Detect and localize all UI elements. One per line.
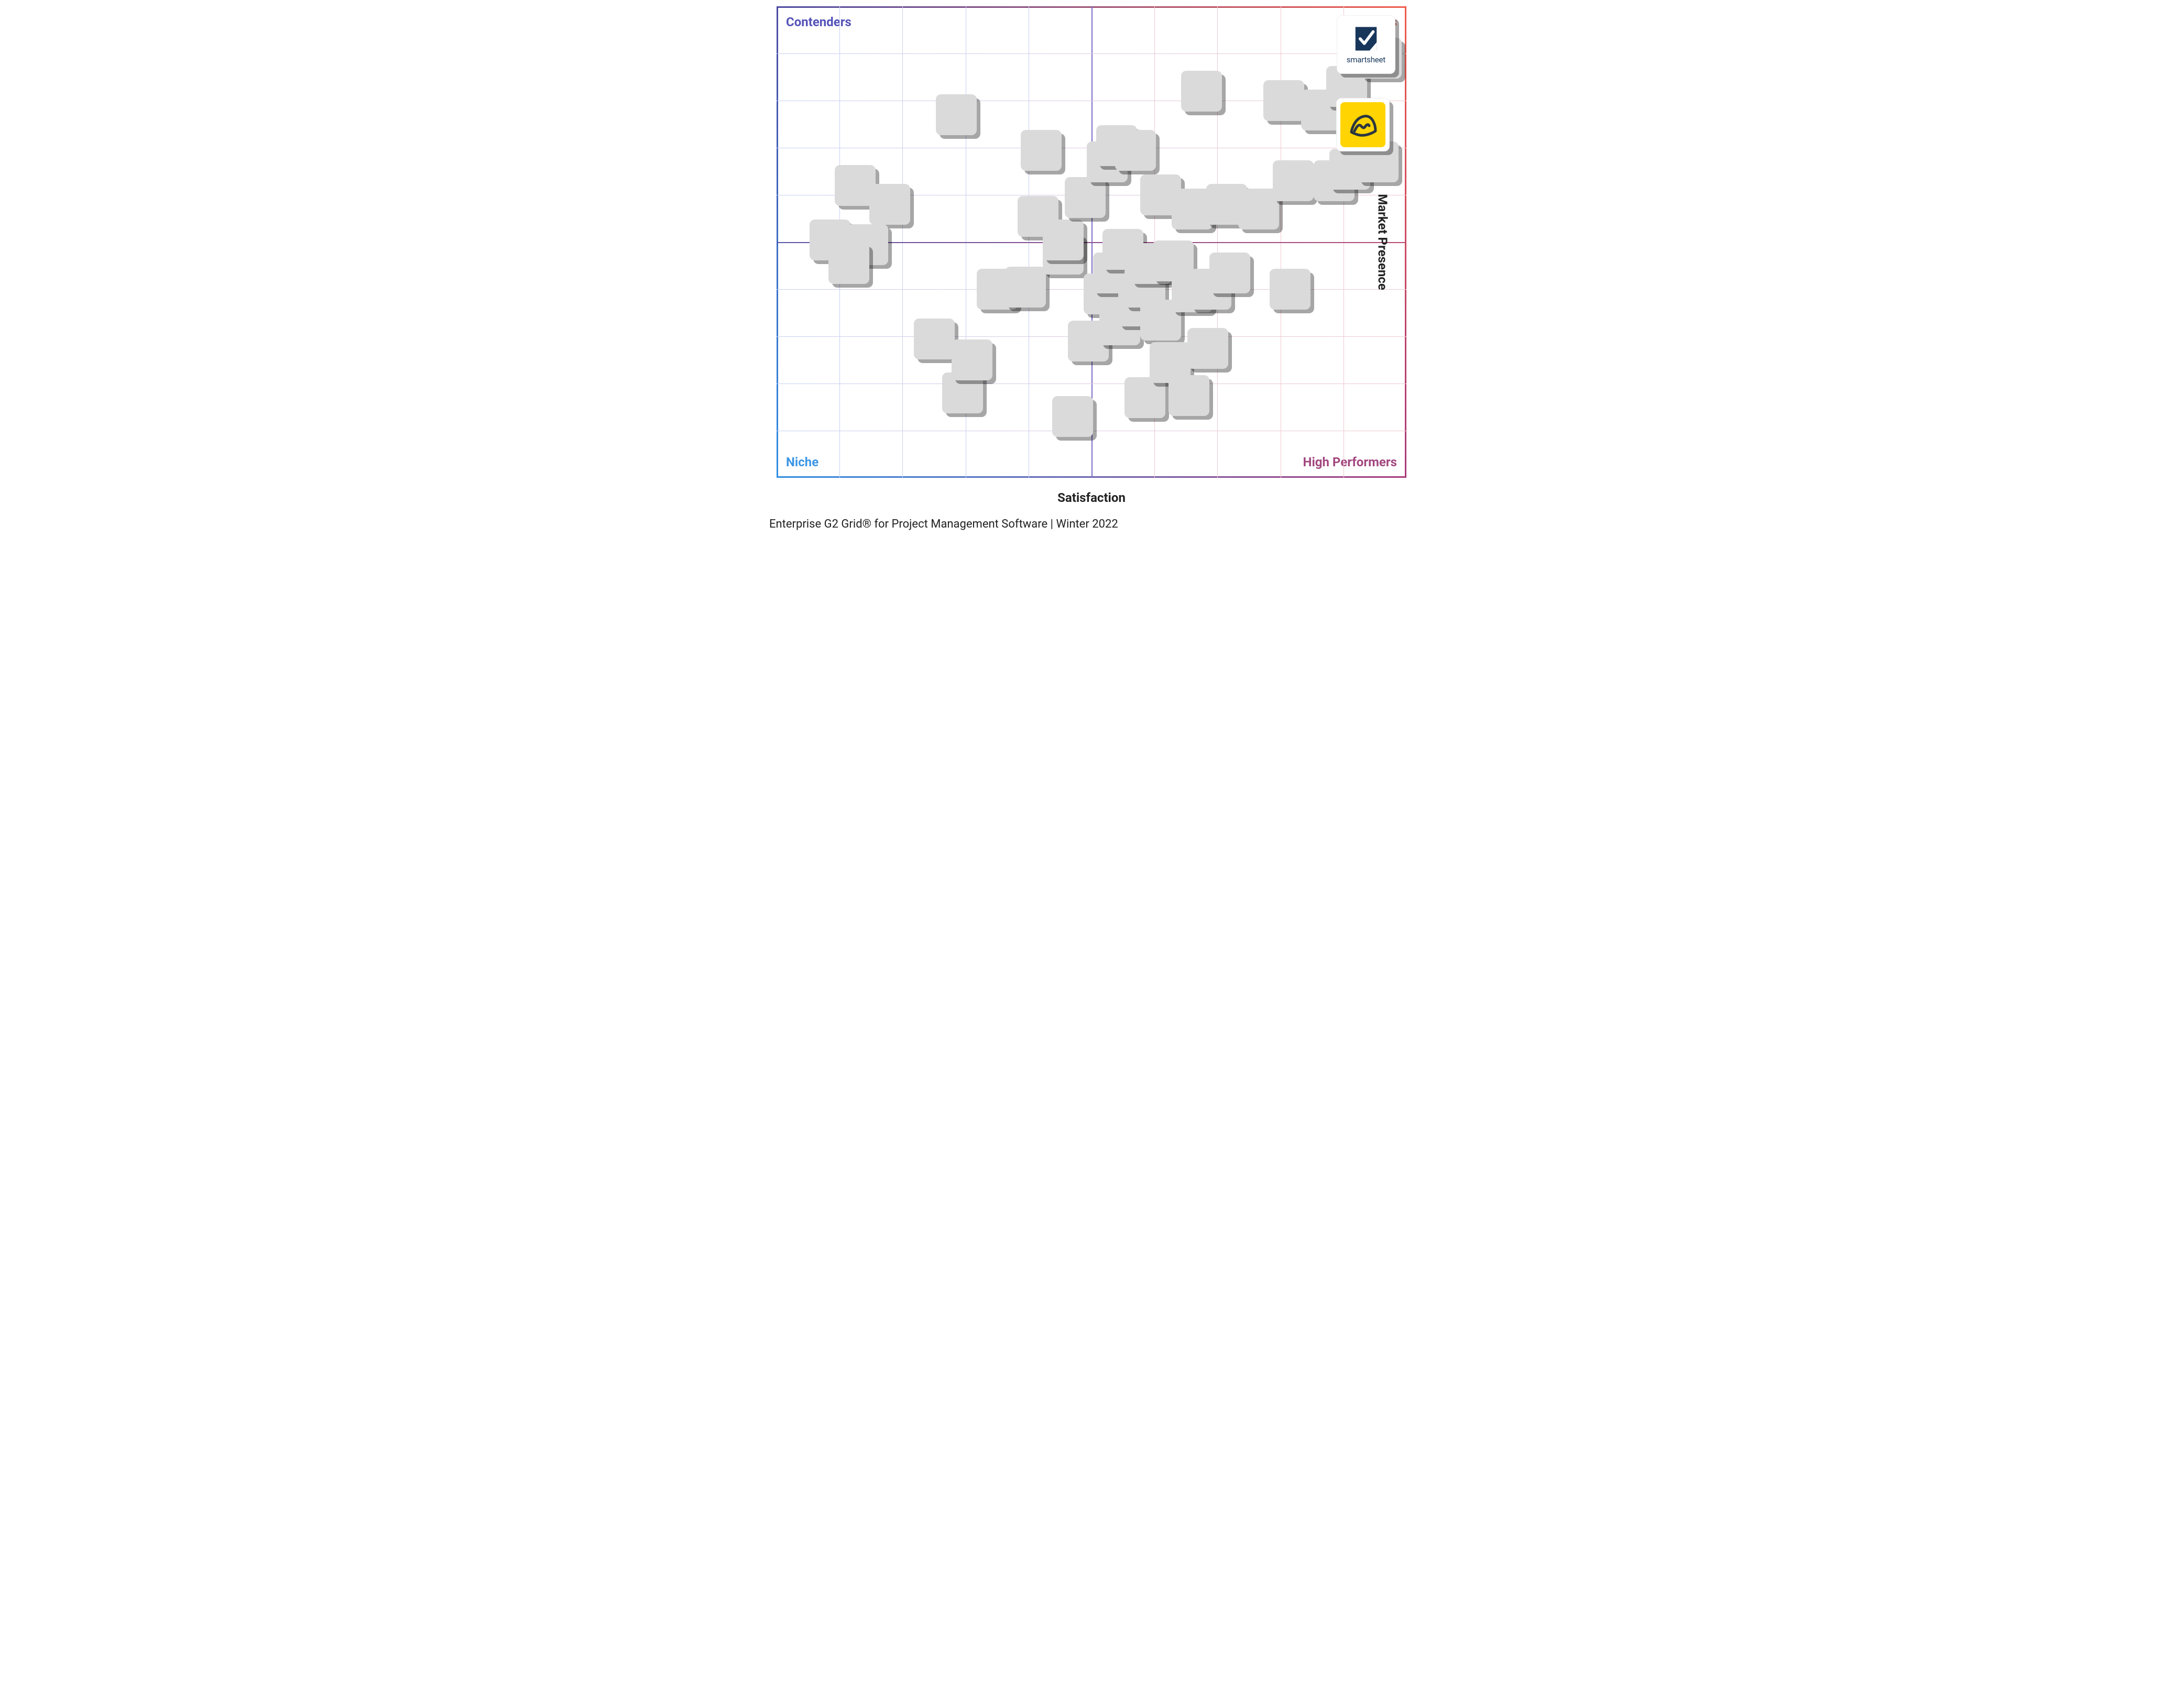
vendor-tile[interactable] [952,339,992,380]
gridline-horizontal [777,53,1406,54]
vendor-tile[interactable] [1181,71,1222,112]
vendor-tile[interactable] [1263,80,1304,121]
quadrant-label-niche: Niche [786,455,818,469]
y-axis-label: Market Presence [1375,194,1390,290]
x-axis-label: Satisfaction [777,490,1406,505]
chart-caption: Enterprise G2 Grid® for Project Manageme… [769,518,1415,531]
vendor-tile[interactable] [1273,160,1314,201]
vendor-tile[interactable] [1270,269,1311,310]
vendor-tile[interactable] [828,243,869,284]
quadrant-label-contenders: Contenders [786,15,851,29]
quadrant-label-high-performers: High Performers [1303,455,1397,469]
vendor-tile[interactable] [914,319,955,359]
vendor-tile[interactable] [1187,328,1228,369]
chart-plot-area: Contenders Leaders Niche High Performers… [777,6,1406,478]
basecamp-icon [1346,108,1380,141]
vendor-tile-basecamp[interactable] [1336,98,1390,151]
vendor-tile[interactable] [1169,375,1209,416]
smartsheet-label: smartsheet [1347,55,1385,64]
vendor-tile[interactable] [936,94,977,135]
vendor-tile[interactable] [1021,130,1062,171]
vendor-tile-smartsheet[interactable]: smartsheet [1337,15,1395,74]
vendor-tile[interactable] [1209,253,1250,293]
vendor-tile[interactable] [1052,396,1093,437]
vendor-tile[interactable] [1115,130,1156,171]
g2-grid-chart: Contenders Leaders Niche High Performers… [777,6,1406,478]
vendor-tile[interactable] [1065,177,1106,218]
smartsheet-icon [1352,25,1380,53]
vendor-tile[interactable] [1043,220,1084,260]
vendor-tile[interactable] [869,184,910,225]
vendor-tile[interactable] [1124,377,1165,418]
vendor-tile[interactable] [1005,267,1046,308]
